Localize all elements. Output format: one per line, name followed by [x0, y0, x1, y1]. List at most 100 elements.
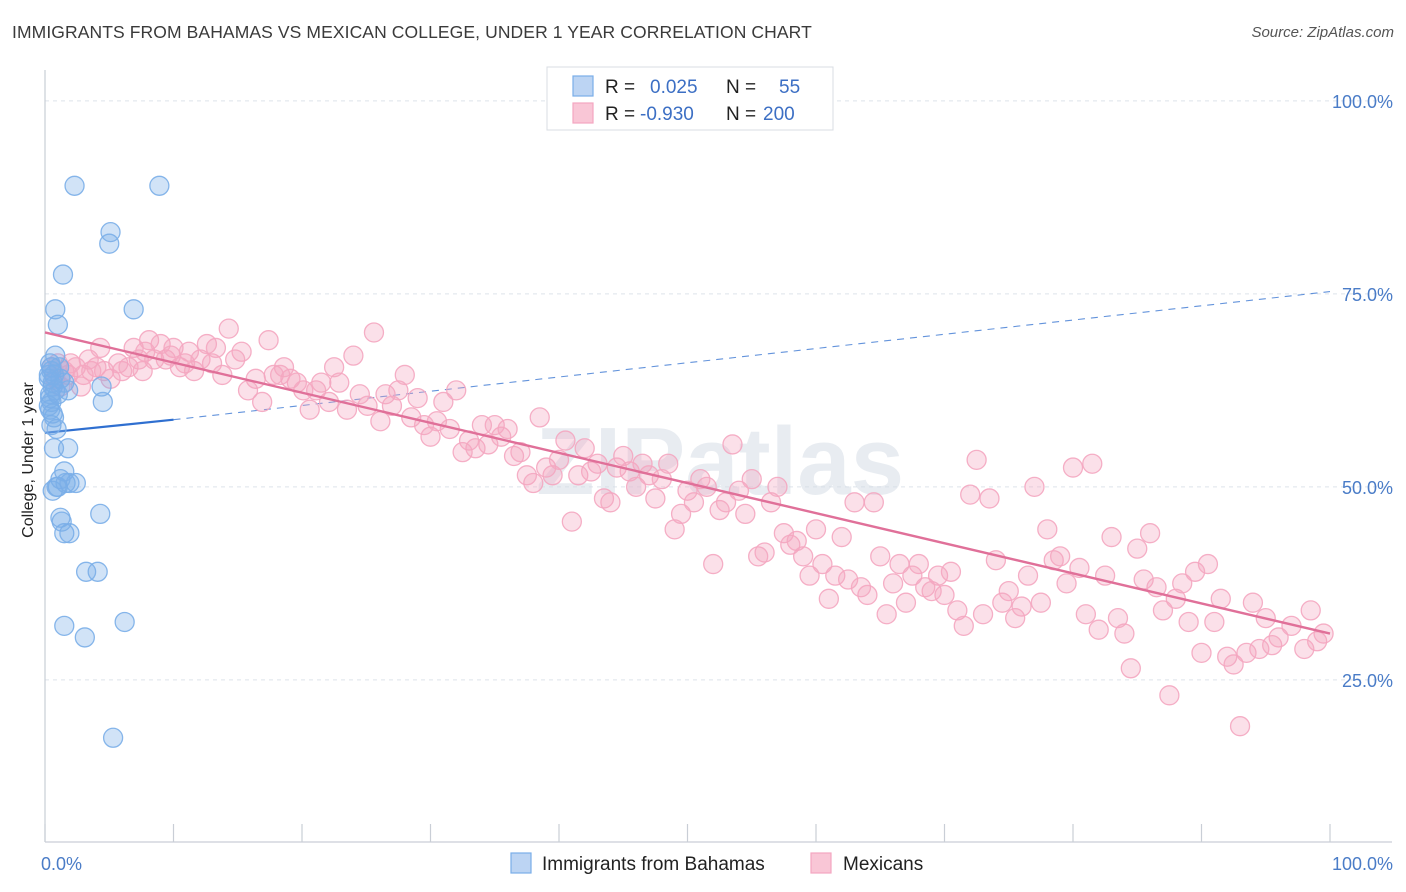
bahamas-point — [57, 438, 79, 459]
x-tick-label: 100.0% — [1332, 854, 1393, 874]
bahamas-point — [52, 264, 74, 285]
mexicans-point — [388, 380, 409, 401]
mexicans-point — [748, 546, 769, 567]
mexicans-point — [150, 333, 171, 355]
mexicans-point — [574, 438, 595, 459]
mexicans-point — [658, 453, 679, 474]
mexicans-point — [523, 472, 544, 494]
bahamas-point — [99, 233, 120, 254]
y-tick-label: 100.0% — [1332, 92, 1393, 112]
legend-n-mexicans: 200 — [763, 104, 795, 125]
mexicans-point — [1184, 561, 1206, 582]
mexicans-point — [1050, 546, 1071, 567]
bahamas-point — [41, 414, 62, 436]
mexicans-point — [299, 399, 320, 420]
bahamas-point — [57, 380, 79, 401]
bahamas-point — [102, 727, 124, 748]
mexicans-point — [966, 449, 987, 471]
stats-legend: R = 0.025 N = 55 R = -0.930 N = 200 — [546, 66, 834, 131]
bahamas-point — [43, 438, 65, 459]
mexicans-point — [613, 445, 634, 467]
mexicans-point — [1223, 654, 1244, 675]
bahamas-point — [47, 384, 68, 405]
bahamas-point — [54, 523, 75, 544]
mexicans-point — [1236, 642, 1257, 664]
mexicans-point — [735, 503, 756, 525]
mexicans-point — [349, 384, 370, 405]
mexicans-point — [799, 565, 820, 586]
mexicans-point — [503, 445, 525, 467]
mexicans-point — [1159, 685, 1180, 706]
y-axis-label: College, Under 1 year — [20, 382, 37, 538]
bahamas-points — [38, 175, 170, 748]
mexicans-point — [1114, 623, 1135, 644]
mexicans-point — [1313, 623, 1334, 644]
mexicans-point — [876, 604, 897, 625]
chart-title: IMMIGRANTS FROM BAHAMAS VS MEXICAN COLLE… — [12, 22, 812, 42]
mexicans-point — [786, 530, 807, 552]
bahamas-point — [92, 391, 113, 413]
mexicans-point — [363, 322, 385, 343]
mexicans-point — [1152, 600, 1174, 621]
bahamas-point — [64, 175, 85, 196]
mexicans-point — [831, 526, 852, 548]
mexicans-point — [218, 318, 239, 339]
mexicans-point — [992, 592, 1013, 613]
x-tick-labels: 0.0% 100.0% — [41, 854, 1393, 874]
bahamas-point — [123, 299, 144, 320]
mexicans-point — [805, 519, 827, 540]
mexicans-point — [484, 414, 505, 436]
mexicans-point — [510, 441, 531, 463]
mexicans-point — [927, 565, 949, 586]
mexicans-point — [542, 465, 563, 486]
mexicans-point — [645, 488, 666, 509]
mexicans-point — [1075, 604, 1096, 625]
mexicans-point — [555, 430, 576, 451]
mexicans-point — [1056, 573, 1077, 594]
mexicans-point — [433, 391, 454, 413]
mexicans-trend-solid — [44, 331, 1331, 635]
mexicans-point — [703, 553, 724, 575]
mexicans-point — [1062, 457, 1084, 478]
mexicans-point — [670, 503, 692, 525]
bahamas-point — [114, 611, 135, 633]
mexicans-point — [1127, 538, 1148, 559]
bahamas-point — [75, 561, 97, 582]
mexicans-point — [902, 565, 923, 586]
mexicans-point — [947, 600, 968, 621]
mexicans-point — [497, 418, 518, 440]
mexicans-point — [1088, 619, 1109, 640]
y-tick-label: 75.0% — [1342, 285, 1393, 305]
bahamas-point — [149, 175, 170, 196]
bahamas-point — [42, 480, 63, 501]
mexicans-point — [625, 476, 647, 498]
mexicans-point — [1005, 607, 1026, 629]
mexicans-point — [231, 341, 252, 362]
mexicans-point — [664, 519, 685, 540]
bahamas-point — [90, 503, 111, 525]
mexicans-point — [915, 577, 936, 598]
mexicans-point — [972, 604, 994, 625]
mexicans-point — [857, 584, 878, 606]
mexicans-point — [683, 492, 705, 513]
mexicans-point — [1017, 565, 1039, 586]
mexicans-point — [677, 480, 698, 501]
mexicans-point — [921, 580, 942, 602]
mexicans-point — [178, 341, 200, 362]
mexicans-point — [780, 534, 801, 555]
mexicans-point — [1120, 658, 1141, 679]
mexicans-point — [1101, 526, 1122, 548]
mexicans-point — [420, 426, 441, 447]
mexicans-point — [245, 368, 266, 389]
mexicans-point — [561, 511, 582, 532]
mexicans-point — [825, 565, 846, 586]
bahamas-point — [48, 357, 70, 378]
y-tick-labels: 25.0% 50.0% 75.0% 100.0% — [1332, 92, 1393, 691]
legend-swatch-bahamas — [572, 75, 594, 97]
mexicans-point — [895, 592, 917, 613]
mexicans-point — [138, 330, 160, 351]
mexicans-point — [863, 492, 884, 513]
mexicans-point — [65, 357, 86, 378]
mexicans-point — [793, 546, 814, 567]
mexicans-point — [343, 345, 364, 366]
